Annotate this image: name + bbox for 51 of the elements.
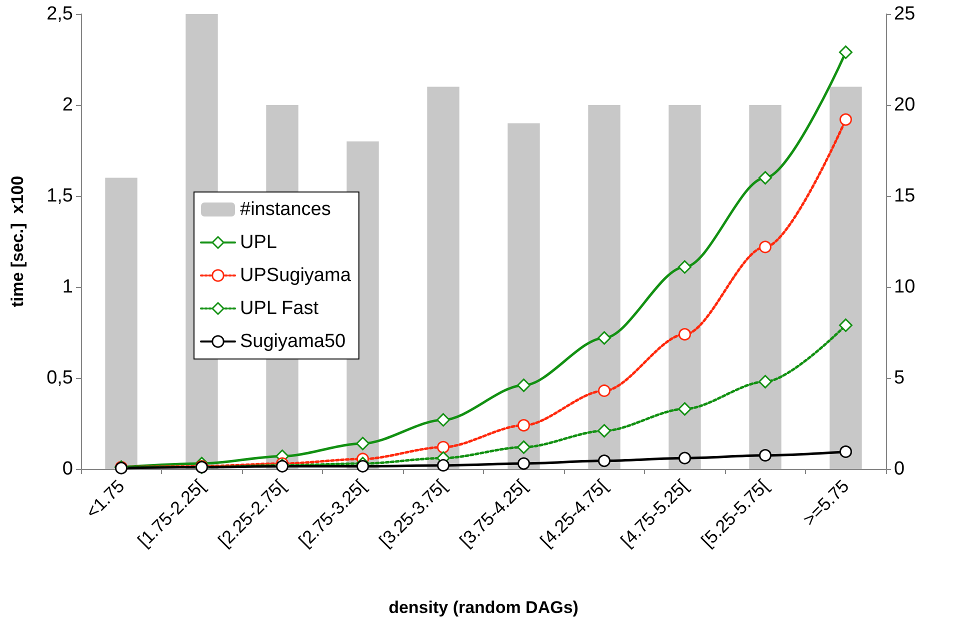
legend-label: UPSugiyama: [240, 265, 352, 286]
y2-tick-label: 0: [894, 458, 905, 480]
point: [517, 378, 530, 392]
y2-tick-label: 5: [894, 368, 905, 388]
y-tick-label: 1,5: [46, 186, 73, 206]
x-axis-title: density (random DAGs): [388, 598, 578, 617]
point: [518, 419, 530, 432]
y-tick-label: 2: [62, 94, 73, 116]
point: [598, 424, 611, 438]
legend-label: #instances: [240, 199, 331, 220]
legend-label: UPL Fast: [240, 298, 320, 319]
bar: [830, 86, 862, 469]
y2-tick-label: 15: [894, 186, 916, 206]
legend-label: UPL: [240, 232, 277, 253]
point: [678, 260, 692, 274]
point: [356, 460, 369, 473]
point: [840, 445, 852, 458]
point: [839, 318, 852, 332]
bar: [427, 86, 460, 469]
point: [759, 449, 772, 462]
y-tick-label: 2,5: [46, 4, 73, 24]
point: [598, 384, 610, 397]
point: [758, 374, 772, 388]
point: [518, 457, 530, 470]
y2-tick-label: 20: [894, 94, 916, 116]
bar: [588, 105, 620, 469]
point: [759, 240, 772, 254]
legend-label: Sugiyama50: [240, 331, 346, 352]
y2-tick-label: 10: [894, 276, 916, 298]
y-tick-label: 0,5: [46, 368, 73, 388]
y-tick-label: 1: [62, 276, 73, 298]
point: [839, 45, 852, 59]
point: [437, 440, 450, 454]
point: [678, 452, 691, 464]
bar: [668, 105, 701, 469]
point: [598, 454, 610, 468]
point: [758, 171, 772, 185]
bar: [105, 178, 138, 469]
point: [678, 328, 691, 341]
bar: [749, 105, 782, 469]
point: [598, 331, 611, 345]
bar: [508, 123, 540, 469]
y-axis-title: time [sec.] x100: [8, 176, 27, 308]
point: [437, 459, 450, 472]
point: [517, 440, 530, 454]
y-tick-label: 0: [62, 458, 73, 480]
point: [436, 413, 450, 427]
point: [356, 436, 370, 450]
point: [678, 402, 692, 416]
y2-tick-label: 25: [894, 4, 916, 24]
point: [840, 113, 852, 126]
